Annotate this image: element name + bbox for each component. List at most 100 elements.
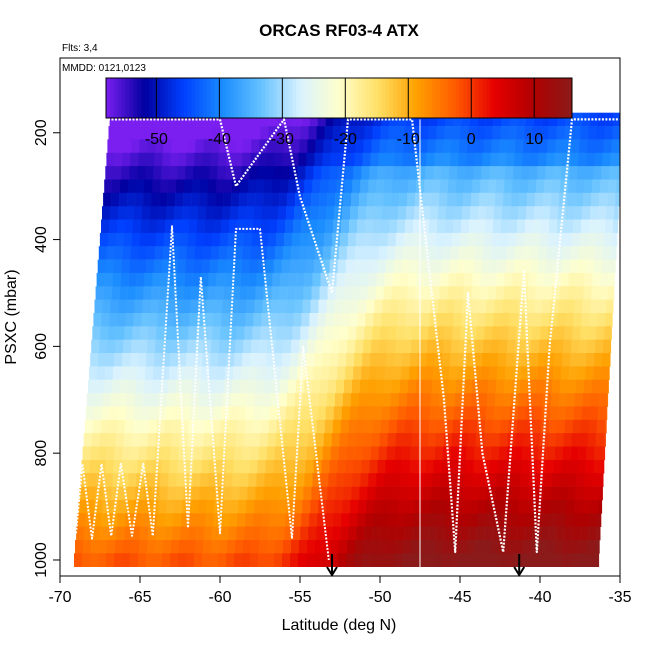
heatmap-cell [393,366,402,381]
heatmap-cell [410,152,419,167]
heatmap-cell [409,259,418,274]
heatmap-cell [574,393,584,407]
heatmap-cell [317,513,326,527]
heatmap-cell [182,299,191,314]
heatmap-cell [314,353,323,367]
heatmap-cell [279,192,288,207]
heatmap-cell [281,459,290,474]
heatmap-cell [322,152,331,167]
heatmap-cell [147,433,156,447]
heatmap-cell [418,353,427,367]
heatmap-cell [272,179,281,194]
heatmap-cell [344,473,353,487]
colorbar-swatch [412,78,418,118]
heatmap-cell [216,473,225,487]
heatmap-cell [471,486,480,501]
heatmap-cell [339,339,348,354]
heatmap-cell [278,206,287,220]
heatmap-cell [381,313,390,327]
heatmap-cell [445,112,454,127]
heatmap-cell [549,513,558,527]
heatmap-cell [314,446,323,461]
heatmap-cell [244,419,254,434]
heatmap-cell [419,232,429,247]
heatmap-cell [93,313,102,327]
heatmap-cell [123,433,132,447]
heatmap-cell [203,232,213,247]
heatmap-cell [458,246,468,260]
heatmap-cell [160,473,169,487]
colorbar-swatch [436,78,441,118]
heatmap-cell [497,259,506,274]
heatmap-cell [404,526,413,541]
heatmap-cell [134,393,144,407]
heatmap-cell [464,379,473,394]
heatmap-cell [416,272,425,287]
heatmap-cell [528,379,537,394]
heatmap-cell [417,259,426,274]
heatmap-cell [423,286,432,300]
heatmap-cell [541,313,550,327]
heatmap-cell [288,272,297,287]
heatmap-cell [309,313,318,327]
colorbar-swatch [467,78,472,118]
heatmap-cell [373,112,382,127]
heatmap-cell [217,259,226,274]
heatmap-cell [112,379,121,394]
heatmap-cell [243,139,252,154]
heatmap-cell [516,526,525,541]
heatmap-cell [255,192,264,207]
heatmap-cell [433,259,442,274]
heatmap-cell [427,339,436,354]
heatmap-cell [332,126,341,140]
heatmap-cell [241,259,250,274]
heatmap-cell [349,513,358,527]
heatmap-cell [395,232,405,247]
heatmap-cell [317,313,326,327]
heatmap-cell [501,313,510,327]
heatmap-cell [460,126,469,140]
heatmap-cell [554,446,563,461]
heatmap-cell [387,433,396,447]
heatmap-cell [578,353,587,367]
heatmap-cell [408,379,417,394]
heatmap-cell [95,286,104,300]
heatmap-cell [225,366,234,381]
heatmap-cell [320,473,329,487]
heatmap-cell [348,526,357,541]
heatmap-cell [534,499,543,514]
heatmap-cell [495,486,504,501]
heatmap-cell [453,112,462,127]
colorbar-swatch [304,78,309,118]
heatmap-cell [309,219,318,234]
heatmap-cell [163,540,172,554]
heatmap-cell [211,433,220,447]
heatmap-cell [163,433,172,447]
heatmap-cell [320,179,329,194]
heatmap-cell [152,272,161,287]
heatmap-cell [132,326,141,340]
heatmap-cell [199,192,208,207]
colorbar-swatch [389,78,394,118]
heatmap-cell [214,299,223,314]
heatmap-cell [562,246,572,260]
heatmap-cell [443,232,453,247]
heatmap-cell [90,553,99,567]
colorbar-swatch [568,78,573,118]
y-tick-label: 600 [33,333,50,360]
heatmap-cell [170,152,179,167]
heatmap-cell [139,232,149,247]
heatmap-cell [422,499,431,514]
heatmap-cell [553,459,562,474]
heatmap-cell [368,272,377,287]
heatmap-cell [462,206,471,220]
heatmap-cell [260,326,269,340]
heatmap-cell [389,406,399,421]
heatmap-cell [316,326,325,340]
heatmap-cell [167,486,176,501]
heatmap-cell [155,339,164,354]
heatmap-cell [502,393,512,407]
heatmap-cell [286,499,295,514]
heatmap-cell [428,419,438,434]
